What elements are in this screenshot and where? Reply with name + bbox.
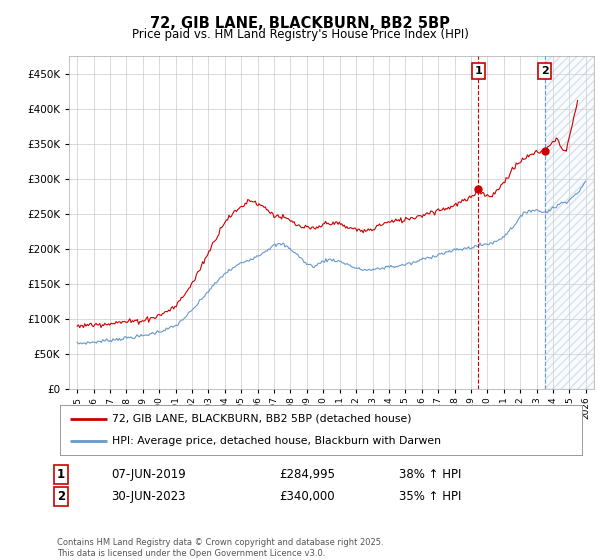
Text: 07-JUN-2019: 07-JUN-2019 [111,468,186,481]
Text: £284,995: £284,995 [279,468,335,481]
Text: 35% ↑ HPI: 35% ↑ HPI [399,490,461,503]
Text: 72, GIB LANE, BLACKBURN, BB2 5BP: 72, GIB LANE, BLACKBURN, BB2 5BP [150,16,450,31]
Text: £340,000: £340,000 [279,490,335,503]
Text: Price paid vs. HM Land Registry's House Price Index (HPI): Price paid vs. HM Land Registry's House … [131,28,469,41]
Text: 30-JUN-2023: 30-JUN-2023 [111,490,185,503]
Text: 2: 2 [541,66,548,76]
Text: 72, GIB LANE, BLACKBURN, BB2 5BP (detached house): 72, GIB LANE, BLACKBURN, BB2 5BP (detach… [112,414,412,424]
Text: 1: 1 [57,468,65,481]
Text: 2: 2 [57,490,65,503]
Text: 1: 1 [474,66,482,76]
Text: 38% ↑ HPI: 38% ↑ HPI [399,468,461,481]
Text: HPI: Average price, detached house, Blackburn with Darwen: HPI: Average price, detached house, Blac… [112,436,441,446]
Bar [545,56,594,389]
Bar [545,56,594,389]
Text: Contains HM Land Registry data © Crown copyright and database right 2025.
This d: Contains HM Land Registry data © Crown c… [57,538,383,558]
